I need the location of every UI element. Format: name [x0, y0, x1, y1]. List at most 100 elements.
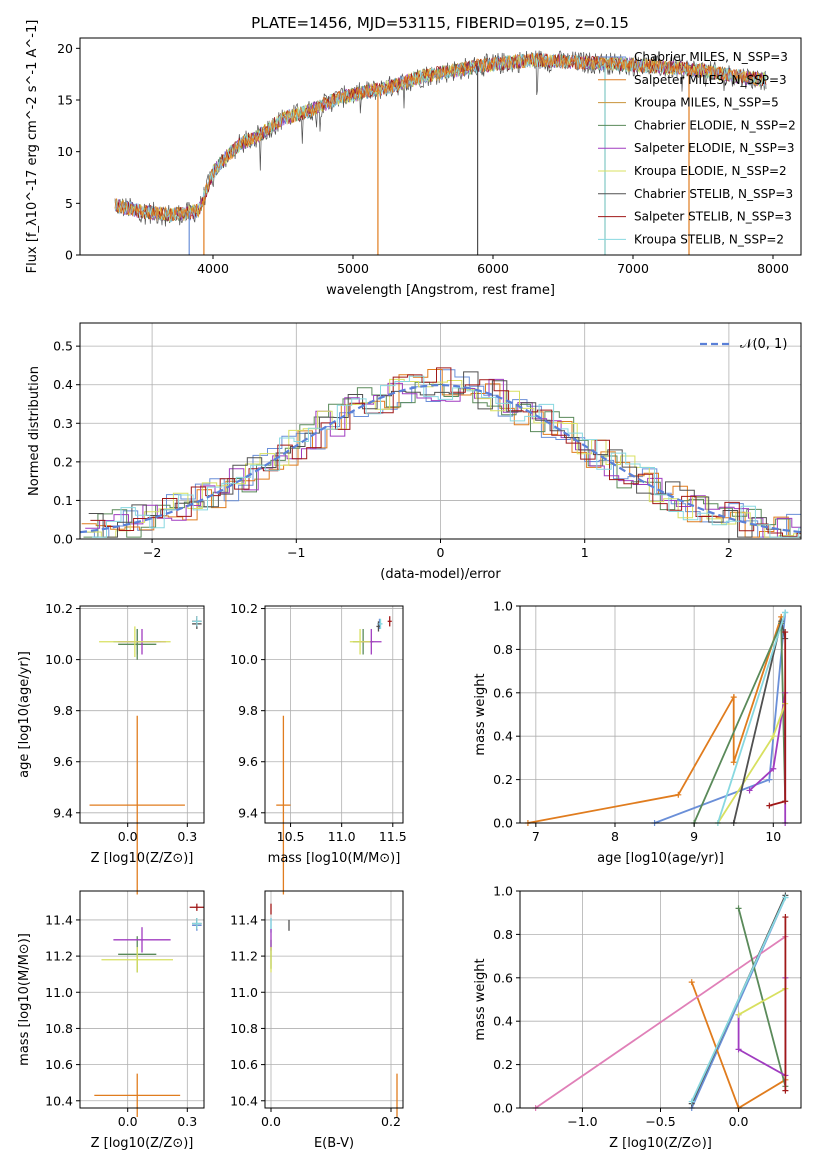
x-tick-label: 1: [581, 545, 589, 560]
x-tick-label: 4000: [197, 261, 229, 276]
x-tick-label: 0.3: [177, 1114, 197, 1129]
x-tick-label: 7000: [617, 261, 649, 276]
x-tick-label: 0.0: [118, 829, 138, 844]
plot-area: [89, 616, 202, 895]
legend-entry: Chabrier MILES, N_SSP=3: [634, 50, 788, 64]
y-tick-label: 10.2: [45, 601, 73, 616]
axes-frame: [79, 605, 205, 824]
grid: [80, 891, 204, 1108]
massweight-marker: [766, 776, 773, 783]
plot-area: [79, 367, 802, 538]
y-tick-label: 9.6: [53, 754, 73, 769]
y-axis-label: mass weight: [473, 958, 488, 1040]
x-axis-label: (data-model)/error: [380, 567, 501, 582]
massweight-line: [535, 935, 786, 1109]
mass-vs-ebv-panel: 0.0 0.2 10.4 10.6 10.8 11.0 11.2 11.4 E(B-V): [230, 890, 404, 1151]
plot-area: [94, 903, 204, 1118]
axes: −1.0 −0.5 0.0 0.0 0.2 0.4 0.6 0.8 1.0 Z [log10(Z/…: [473, 884, 802, 1151]
massweight-marker: [730, 759, 737, 766]
spectrum-line: [114, 52, 767, 222]
y-axis-label: age [log10(age/yr)]: [17, 651, 32, 778]
y-tick-label: 1.0: [493, 884, 513, 899]
y-tick-label: 10.0: [45, 652, 73, 667]
y-tick-label: 0.4: [493, 729, 513, 744]
histogram-series: [85, 378, 801, 538]
y-tick-label: 0.2: [53, 454, 73, 469]
y-tick-label: 0: [65, 248, 73, 263]
figure-title: PLATE=1456, MJD=53115, FIBERID=0195, z=0…: [251, 14, 629, 32]
axes: −2 −1 0 1 2 0.0 0.1 0.2 0.3 0.4 0.5 (data-model)/er…: [27, 322, 802, 582]
y-axis-label: mass [log10(M/M⊙)]: [17, 933, 32, 1066]
y-tick-label: 11.4: [45, 912, 73, 927]
y-tick-label: 10.6: [45, 1057, 73, 1072]
x-tick-label: 10.5: [277, 829, 305, 844]
axes: 0.0 0.3 9.4 9.6 9.8 10.0 10.2 Z [log10(Z/Z⊙)] ag…: [17, 601, 205, 866]
y-tick-label: 11.2: [45, 949, 73, 964]
massweight-marker: [770, 765, 777, 772]
y-tick-label: 10.8: [230, 1021, 258, 1036]
axes-frame: [264, 605, 404, 824]
plot-area: [270, 903, 398, 1118]
axes-frame: [519, 605, 802, 824]
massweight-marker: [782, 914, 789, 921]
x-tick-label: −0.5: [645, 1114, 675, 1129]
grid: [520, 890, 801, 1109]
axes: 0.0 0.3 10.4 10.6 10.8 11.0 11.2 11.4 Z [log10(Z…: [17, 890, 205, 1151]
x-tick-label: 11.5: [379, 829, 407, 844]
y-tick-label: 9.4: [53, 805, 73, 820]
y-tick-label: 0.1: [53, 493, 73, 508]
legend-entry: Chabrier STELIB, N_SSP=3: [634, 187, 793, 201]
y-tick-label: 0.2: [493, 772, 513, 787]
histogram-series: [88, 371, 801, 538]
x-tick-label: 7: [532, 829, 540, 844]
y-tick-label: 10.2: [230, 601, 258, 616]
y-tick-label: 10.4: [230, 1093, 258, 1108]
y-tick-label: 10.8: [45, 1021, 73, 1036]
y-tick-label: 0.3: [53, 416, 73, 431]
x-tick-label: 8: [611, 829, 619, 844]
x-tick-label: 0.3: [177, 829, 197, 844]
y-tick-label: 9.6: [238, 754, 258, 769]
y-tick-label: 10.0: [230, 652, 258, 667]
massweight-vs-metallicity-panel: −1.0 −0.5 0.0 0.0 0.2 0.4 0.6 0.8 1.0 Z [log10(Z/…: [473, 884, 802, 1151]
legend-entry: Salpeter STELIB, N_SSP=3: [634, 210, 792, 224]
x-tick-label: 9: [690, 829, 698, 844]
y-tick-label: 9.4: [238, 805, 258, 820]
mass-vs-metallicity-panel: 0.0 0.3 10.4 10.6 10.8 11.0 11.2 11.4 Z [log10(Z…: [17, 890, 205, 1151]
x-tick-label: 10: [765, 829, 781, 844]
massweight-line: [717, 612, 787, 824]
legend-entry: Salpeter MILES, N_SSP=3: [634, 73, 787, 87]
y-tick-label: 5: [65, 196, 73, 211]
massweight-marker: [746, 787, 753, 794]
y-tick-label: 11.4: [230, 912, 258, 927]
x-tick-label: −2: [143, 545, 161, 560]
x-tick-label: 8000: [757, 261, 789, 276]
grid: [265, 891, 403, 1108]
massweight-marker: [782, 629, 789, 636]
y-tick-label: 0.8: [493, 642, 513, 657]
y-axis-label: mass weight: [473, 673, 488, 755]
x-tick-label: 11.0: [328, 829, 356, 844]
x-axis-label: Z [log10(Z/Z⊙)]: [609, 1136, 712, 1151]
age-vs-metallicity-panel: 0.0 0.3 9.4 9.6 9.8 10.0 10.2 Z [log10(Z/Z⊙)] ag…: [17, 601, 205, 895]
axes-frame: [79, 37, 802, 256]
gaussian-curve: [79, 383, 802, 534]
y-tick-label: 9.8: [53, 703, 73, 718]
y-tick-label: 0.4: [53, 377, 73, 392]
y-tick-label: 0.0: [53, 532, 73, 547]
massweight-line: [690, 897, 787, 1102]
plot-area: [524, 609, 789, 826]
massweight-marker: [782, 894, 789, 901]
massweight-marker: [688, 979, 695, 986]
axes-frame: [79, 890, 205, 1109]
massweight-marker: [730, 694, 737, 701]
massweight-marker: [766, 802, 773, 809]
spectrum-panel: 4000 5000 6000 7000 8000 0 5 10 15 20 wavelength […: [25, 20, 802, 298]
massweight-line: [654, 612, 787, 824]
y-tick-label: 0.8: [493, 927, 513, 942]
spectrum-line: [114, 52, 767, 221]
x-tick-label: 0.0: [729, 1114, 749, 1129]
x-axis-label: Z [log10(Z/Z⊙)]: [91, 851, 194, 866]
legend: 𝒩(0, 1): [700, 337, 787, 352]
